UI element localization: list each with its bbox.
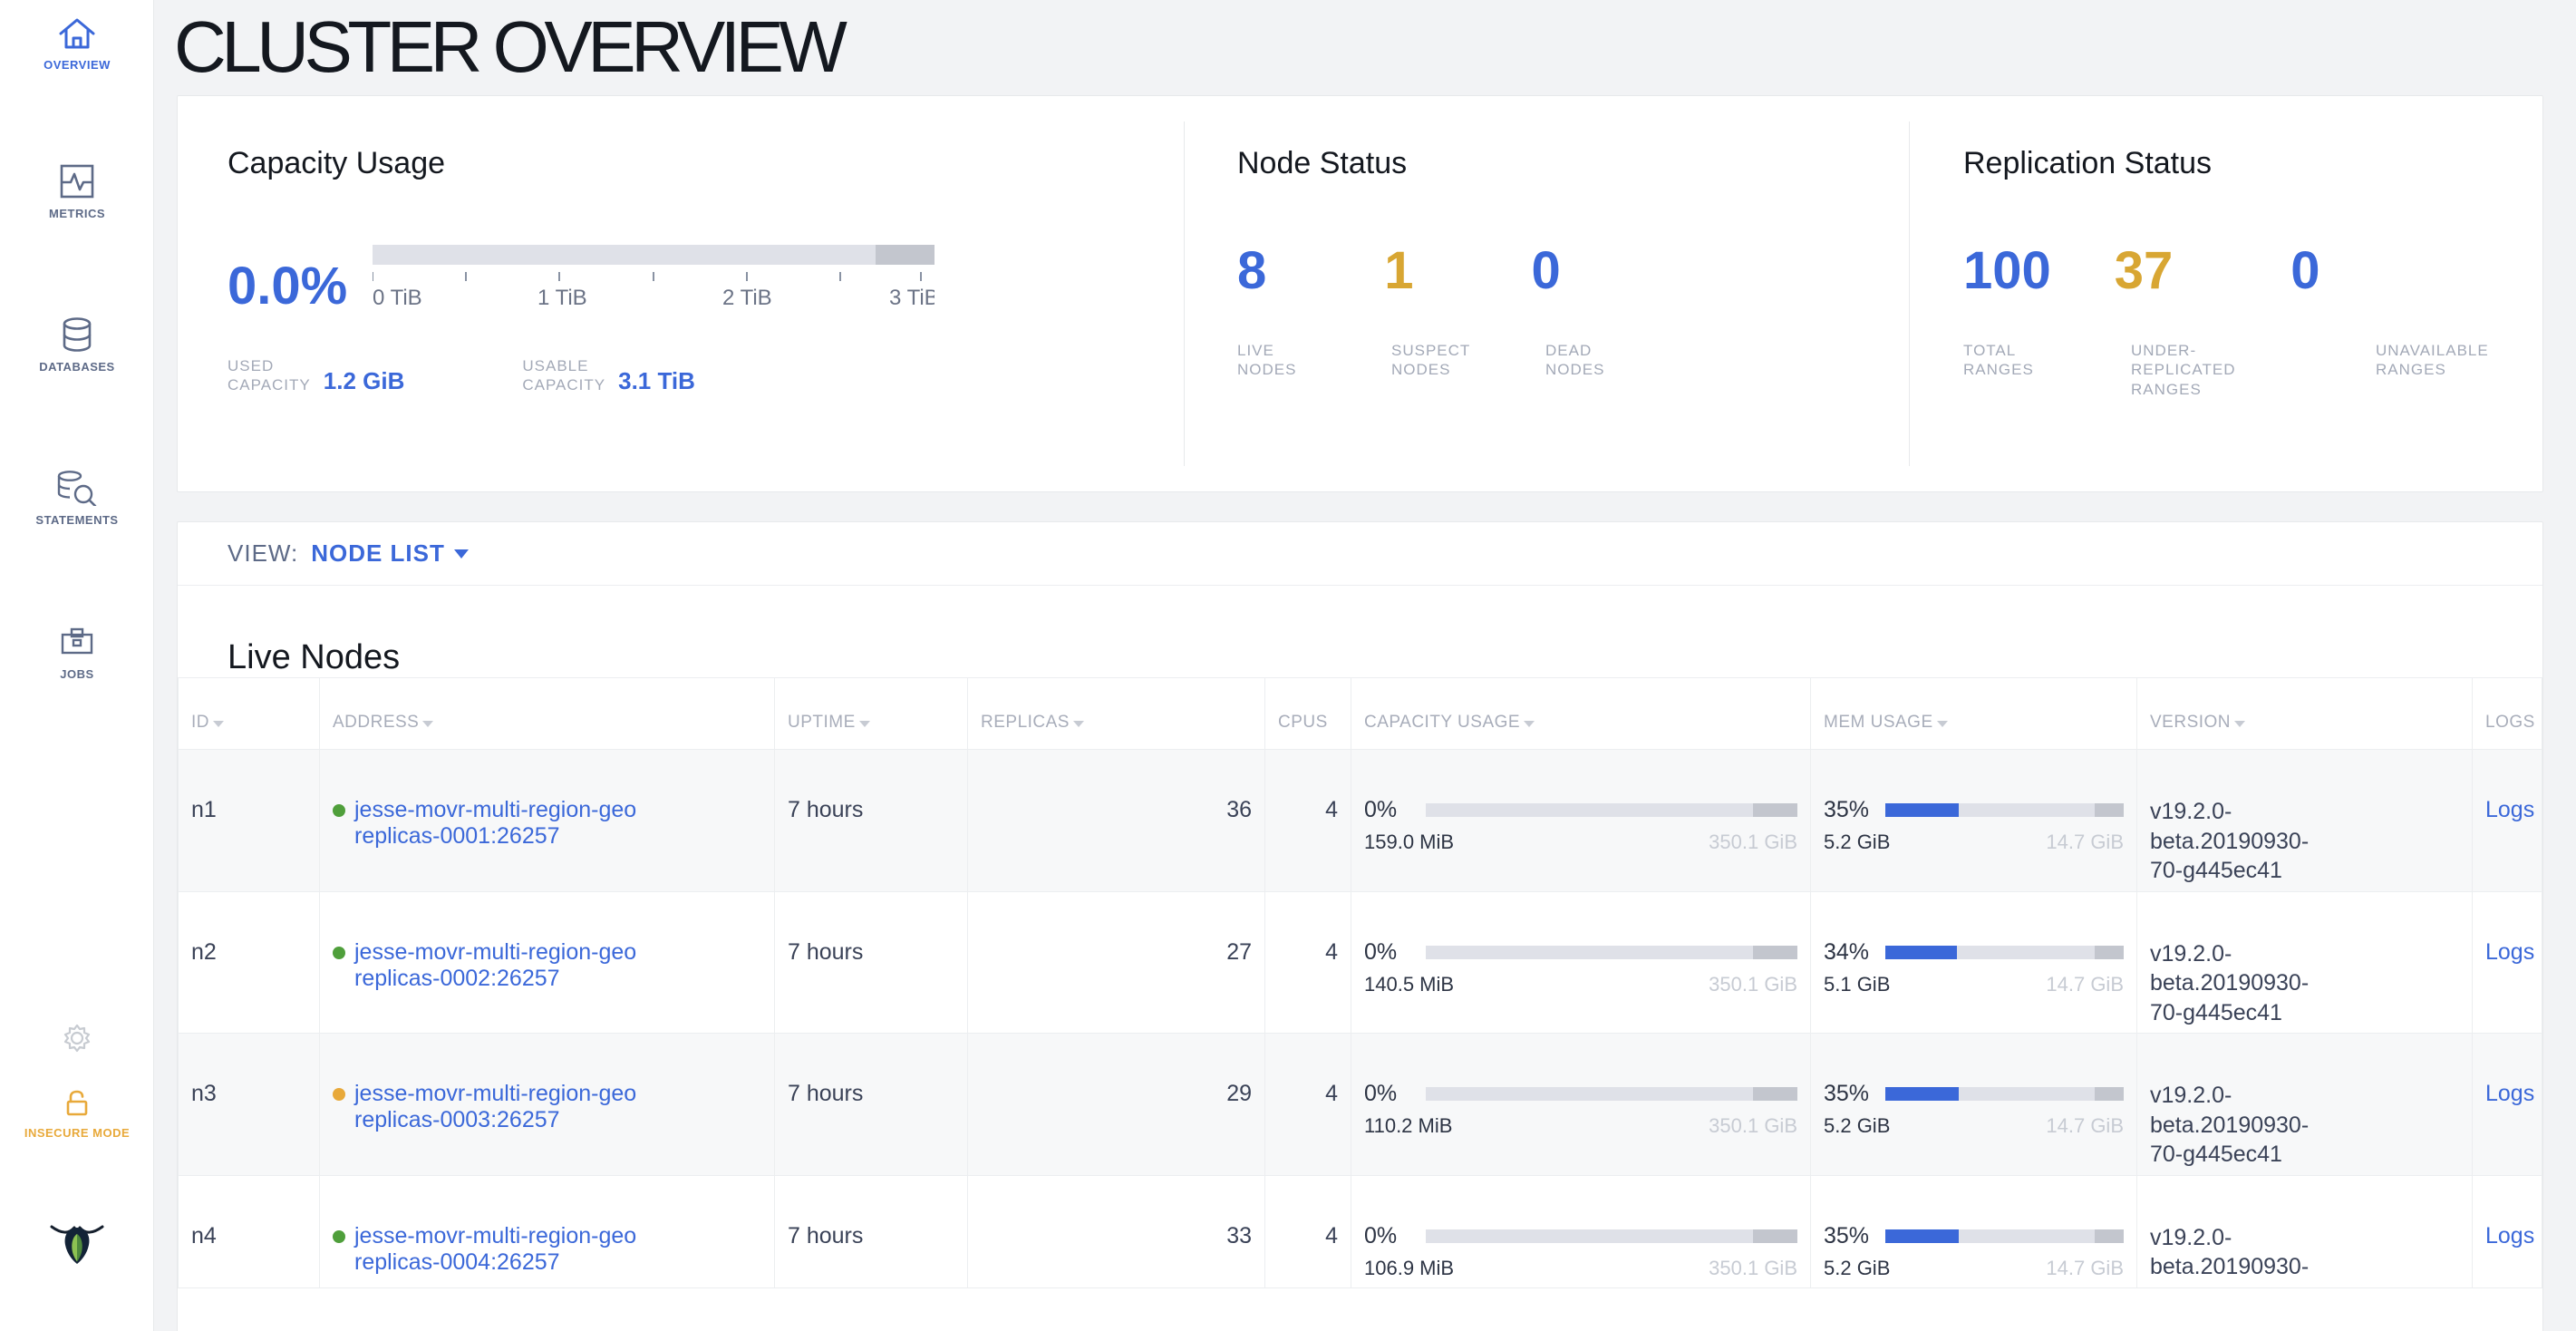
svg-text:0 TiB: 0 TiB	[373, 286, 422, 308]
svg-text:1 TiB: 1 TiB	[537, 286, 587, 308]
svg-text:2 TiB: 2 TiB	[722, 286, 772, 308]
svg-text:3 TiB: 3 TiB	[889, 286, 935, 308]
